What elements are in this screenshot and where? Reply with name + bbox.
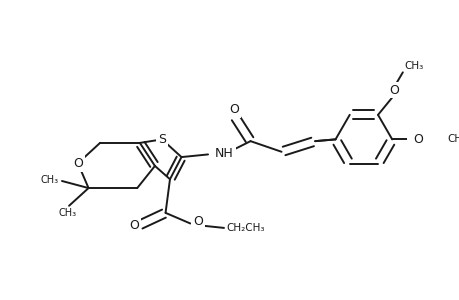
Text: O: O [129, 219, 139, 232]
Text: CH₃: CH₃ [58, 208, 76, 218]
Text: NH: NH [215, 147, 233, 160]
Text: O: O [413, 133, 422, 146]
Text: CH₃: CH₃ [446, 134, 459, 144]
Text: O: O [193, 215, 202, 228]
Text: CH₃: CH₃ [404, 61, 423, 70]
Text: O: O [388, 84, 398, 97]
Text: O: O [229, 103, 239, 116]
Text: CH₂CH₃: CH₂CH₃ [226, 223, 264, 233]
Text: CH₃: CH₃ [40, 175, 58, 185]
Text: S: S [158, 133, 166, 146]
Text: O: O [73, 157, 83, 170]
